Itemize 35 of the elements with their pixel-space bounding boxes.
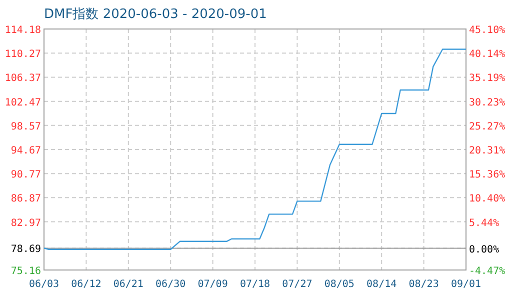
y2-tick-label: 15.36% <box>469 170 506 181</box>
y-tick-label: 90.77 <box>10 170 41 181</box>
x-tick-label: 06/21 <box>113 279 144 290</box>
y-tick-label: 98.57 <box>10 121 41 132</box>
x-tick-label: 08/23 <box>408 279 439 290</box>
y2-tick-label: 30.23% <box>469 97 506 108</box>
x-tick-label: 06/12 <box>71 279 102 290</box>
y2-tick-label: 10.40% <box>469 194 506 205</box>
y-tick-label: 86.87 <box>10 194 41 205</box>
y-tick-label: 78.69 <box>10 244 41 256</box>
y2-tick-label: 5.44% <box>469 218 500 229</box>
y-tick-label: 102.47 <box>4 97 41 108</box>
y-tick-label: 75.16 <box>10 266 41 277</box>
y2-tick-label: 0.00% <box>469 244 500 256</box>
y-tick-label: 94.67 <box>10 146 41 156</box>
x-tick-label: 07/18 <box>240 279 270 290</box>
y2-tick-label: 35.19% <box>469 73 506 84</box>
y2-tick-label: 25.27% <box>469 121 506 132</box>
y2-tick-label: 40.14% <box>469 49 506 60</box>
x-tick-label: 06/03 <box>28 279 60 290</box>
y-tick-label: 106.37 <box>4 73 41 84</box>
x-tick-label: 08/05 <box>324 279 354 290</box>
x-tick-label: 06/30 <box>156 279 186 290</box>
y-tick-label: 82.97 <box>10 218 41 229</box>
x-tick-label: 07/27 <box>282 279 312 290</box>
y2-tick-label: 45.10% <box>469 25 506 36</box>
y2-tick-label: -4.47% <box>469 266 506 277</box>
y-tick-label: 114.18 <box>4 25 41 36</box>
x-tick-label: 07/09 <box>198 279 228 290</box>
x-tick-label: 09/01 <box>450 279 482 290</box>
y-tick-label: 110.27 <box>4 49 41 60</box>
line-series <box>43 48 467 250</box>
y2-tick-label: 20.31% <box>469 146 506 157</box>
x-tick-label: 08/14 <box>366 279 397 290</box>
chart-title: DMF指数 2020-06-03 - 2020-09-01 <box>44 7 267 22</box>
